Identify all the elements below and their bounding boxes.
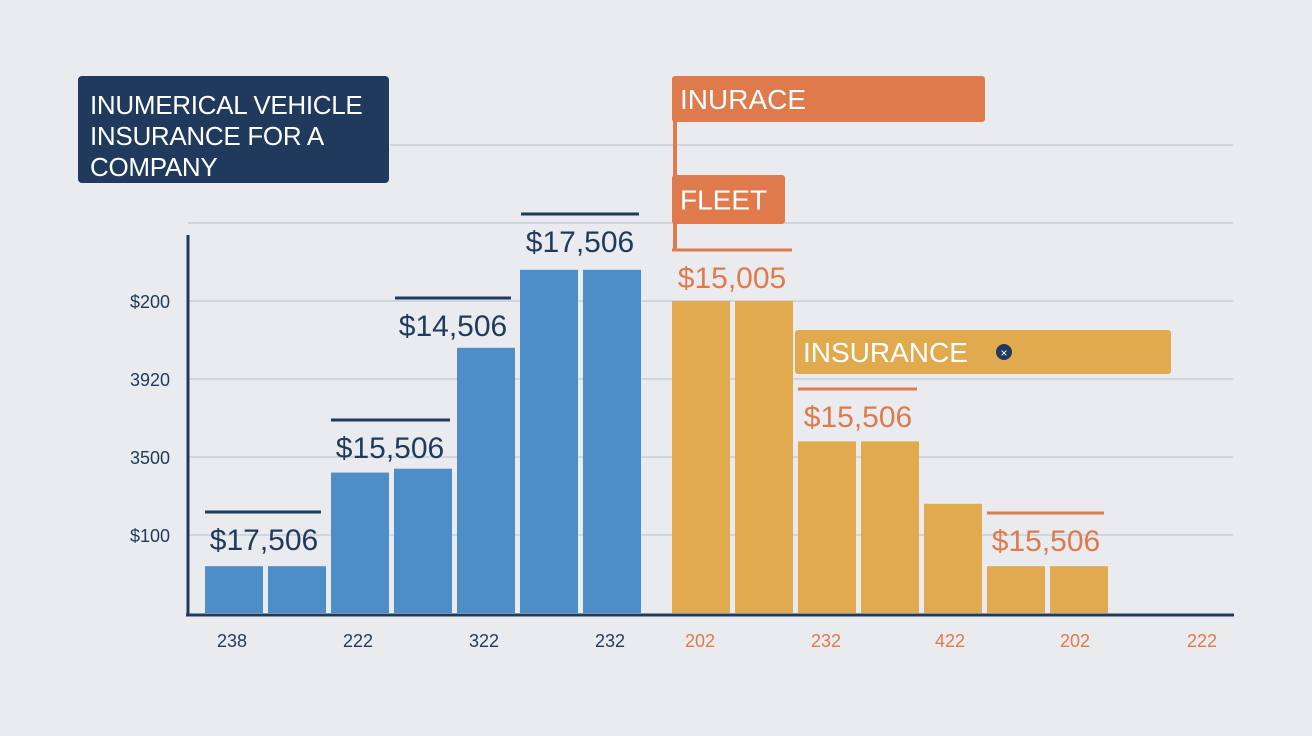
value-label: $15,506 — [992, 525, 1100, 558]
bar-gold — [924, 503, 982, 613]
y-tick-label: 3920 — [130, 370, 170, 390]
bar-gold — [987, 566, 1045, 613]
x-tick-label: 202 — [685, 631, 715, 651]
x-tick-label: 422 — [935, 631, 965, 651]
value-label: $15,506 — [804, 401, 912, 434]
value-label: $15,005 — [678, 262, 786, 295]
x-tick-label: 222 — [343, 631, 373, 651]
y-tick-label: 3500 — [130, 448, 170, 468]
value-label: $14,506 — [399, 310, 507, 343]
y-tick-label: $200 — [130, 292, 170, 312]
bar-gold — [672, 301, 730, 613]
x-tick-label: 222 — [1187, 631, 1217, 651]
close-icon-glyph: × — [1000, 346, 1007, 360]
chart-title: INUMERICAL VEHICLE INSURANCE FOR A COMPA… — [78, 76, 389, 183]
callout-inurace-label: INURACE — [680, 84, 806, 115]
x-tick-label: 322 — [469, 631, 499, 651]
bar-gold — [735, 301, 793, 613]
bar-gold — [798, 441, 856, 613]
value-label: $17,506 — [210, 524, 318, 557]
bar-blue — [268, 566, 326, 613]
close-icon — [996, 344, 1012, 360]
bar-blue — [520, 269, 578, 613]
bar-blue — [583, 269, 641, 613]
bar-blue — [205, 566, 263, 613]
bar-gold — [861, 441, 919, 613]
callout-insurance-box — [795, 330, 1171, 374]
bar-gold — [1050, 566, 1108, 613]
x-tick-label: 232 — [595, 631, 625, 651]
callout-fleet-box — [672, 175, 785, 224]
x-tick-label: 238 — [217, 631, 247, 651]
bar-blue — [331, 472, 389, 613]
callout-inurace-box — [672, 76, 985, 122]
bar-blue — [457, 347, 515, 613]
bar-blue — [394, 468, 452, 613]
callout-insurance-label: INSURANCE — [803, 337, 968, 368]
y-tick-label: $100 — [130, 526, 170, 546]
x-tick-label: 202 — [1060, 631, 1090, 651]
callout-fleet-label: FLEET — [680, 185, 767, 216]
value-label: $15,506 — [336, 432, 444, 465]
x-tick-label: 232 — [811, 631, 841, 651]
value-label: $17,506 — [526, 226, 634, 259]
